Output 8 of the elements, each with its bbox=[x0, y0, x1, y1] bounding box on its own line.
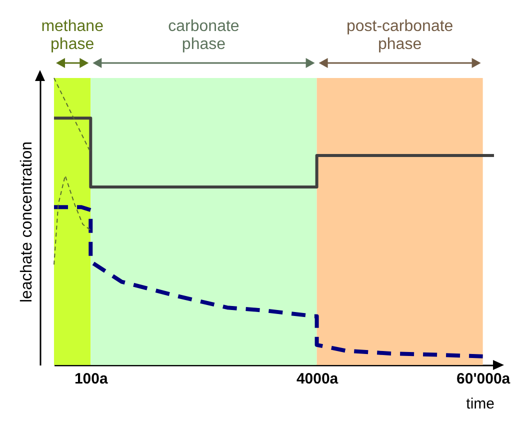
band-label: methane phase bbox=[41, 18, 104, 53]
y-axis-title: leachate concentration bbox=[18, 142, 36, 302]
x-tick-label: 100a bbox=[74, 370, 108, 388]
x-tick-label: 4000a bbox=[296, 370, 339, 388]
band-label: post-carbonate phase bbox=[346, 18, 454, 53]
x-axis-title: time bbox=[466, 396, 494, 412]
band-label: carbonate phase bbox=[168, 18, 240, 53]
x-tick-label: 60'000a bbox=[456, 370, 511, 388]
